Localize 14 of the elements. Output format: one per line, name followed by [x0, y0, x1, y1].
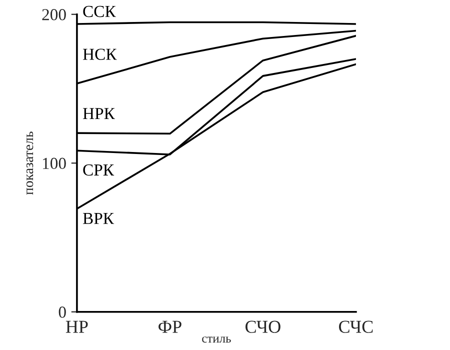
x-tick-label: СЧС — [339, 320, 373, 333]
series-label: СРК — [83, 164, 114, 176]
y-axis-title: показатель — [26, 132, 34, 195]
y-tick-label: 200 — [42, 9, 66, 20]
x-tick-label: ФР — [158, 320, 182, 333]
series-label: НРК — [82, 108, 115, 120]
series-label: ССК — [83, 6, 116, 18]
series-label: ВРК — [82, 212, 114, 224]
x-tick-label: НР — [66, 320, 88, 333]
series-label: НСК — [82, 48, 117, 60]
y-tick-label: 100 — [43, 158, 66, 170]
x-tick-label: СЧО — [246, 320, 280, 333]
x-axis-title: стиль — [202, 336, 231, 343]
y-tick-label: 0 — [58, 306, 66, 318]
